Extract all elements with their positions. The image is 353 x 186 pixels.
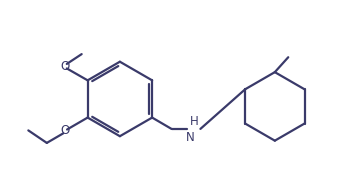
Text: N: N — [186, 131, 195, 144]
Text: O: O — [61, 124, 70, 137]
Text: H: H — [190, 115, 198, 128]
Text: O: O — [61, 60, 70, 73]
